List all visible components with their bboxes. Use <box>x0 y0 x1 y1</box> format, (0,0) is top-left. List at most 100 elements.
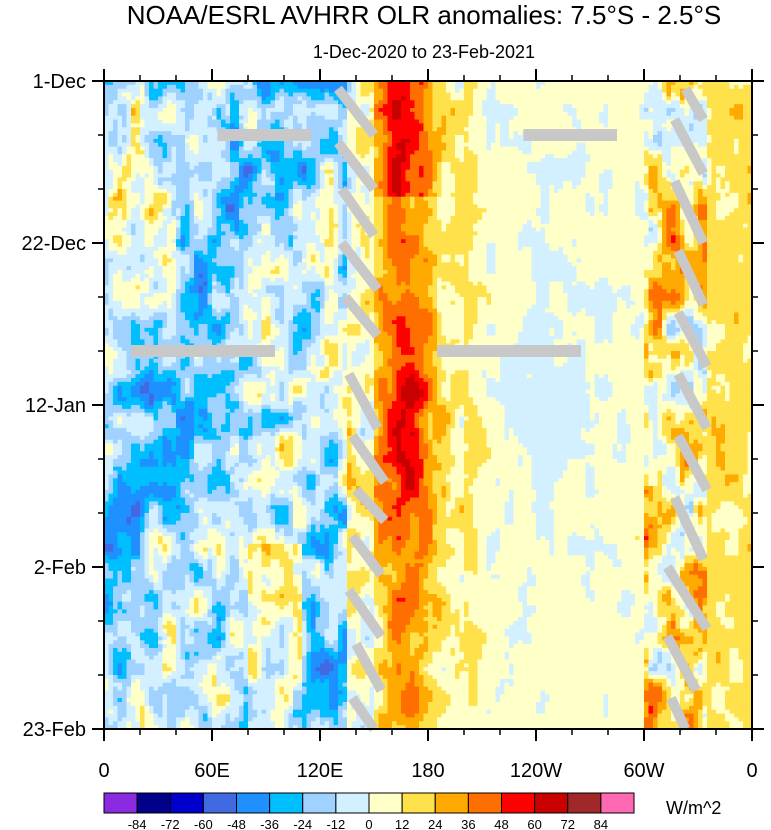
heatmap-cell <box>145 100 150 104</box>
heatmap-cell <box>559 120 564 124</box>
heatmap-cell <box>311 112 316 116</box>
heatmap-cell <box>181 123 186 127</box>
heatmap-cell <box>509 104 514 108</box>
heatmap-cell <box>469 116 474 120</box>
heatmap-cell <box>289 108 294 112</box>
heatmap-cell <box>469 100 474 104</box>
heatmap-cell <box>743 108 748 112</box>
heatmap-cell <box>122 131 127 135</box>
heatmap-cell <box>649 100 654 104</box>
heatmap-cell <box>676 96 681 100</box>
heatmap-cell <box>235 112 240 116</box>
heatmap-cell <box>217 108 222 112</box>
heatmap-cell <box>199 123 204 127</box>
heatmap-cell <box>109 89 114 93</box>
heatmap-cell <box>167 96 172 100</box>
heatmap-cell <box>172 96 177 100</box>
heatmap-cell <box>248 104 253 108</box>
heatmap-cell <box>730 89 735 93</box>
heatmap-cell <box>743 127 748 131</box>
heatmap-cell <box>689 112 694 116</box>
heatmap-cell <box>496 127 501 131</box>
heatmap-cell <box>374 104 379 108</box>
heatmap-cell <box>275 116 280 120</box>
heatmap-cell <box>199 127 204 131</box>
heatmap-cell <box>662 100 667 104</box>
heatmap-cell <box>361 104 366 108</box>
heatmap-cell <box>136 131 141 135</box>
heatmap-cell <box>649 93 654 97</box>
heatmap-cell <box>136 93 141 97</box>
heatmap-cell <box>365 108 370 112</box>
heatmap-cell <box>586 116 591 120</box>
heatmap-cell <box>716 127 721 131</box>
heatmap-cell <box>563 93 568 97</box>
heatmap-cell <box>563 89 568 93</box>
heatmap-cell <box>149 127 154 131</box>
heatmap-cell <box>649 112 654 116</box>
heatmap-cell <box>527 89 532 93</box>
heatmap-cell <box>176 116 181 120</box>
heatmap-cell <box>226 96 231 100</box>
heatmap-cell <box>644 93 649 97</box>
heatmap-cell <box>509 85 514 89</box>
heatmap-cell <box>406 100 411 104</box>
heatmap-cell <box>244 112 249 116</box>
heatmap-cell <box>248 112 253 116</box>
heatmap-cell <box>199 108 204 112</box>
heatmap-cell <box>523 93 528 97</box>
heatmap-cell <box>167 100 172 104</box>
heatmap-cell <box>136 89 141 93</box>
heatmap-cell <box>550 120 555 124</box>
heatmap-cell <box>586 89 591 93</box>
heatmap-cell <box>298 116 303 120</box>
heatmap-cell <box>649 127 654 131</box>
heatmap-cell <box>428 116 433 120</box>
heatmap-cell <box>608 100 613 104</box>
heatmap-cell <box>617 120 622 124</box>
heatmap-cell <box>334 104 339 108</box>
heatmap-cell <box>424 112 429 116</box>
heatmap-cell <box>563 112 568 116</box>
heatmap-cell <box>500 85 505 89</box>
heatmap-cell <box>388 123 393 127</box>
heatmap-cell <box>253 96 258 100</box>
heatmap-cell <box>302 120 307 124</box>
heatmap-cell <box>316 108 321 112</box>
heatmap-cell <box>113 93 118 97</box>
heatmap-cell <box>694 127 699 131</box>
heatmap-cell <box>280 89 285 93</box>
heatmap-cell <box>487 96 492 100</box>
heatmap-cell <box>460 123 465 127</box>
heatmap-cell <box>248 120 253 124</box>
heatmap-cell <box>550 100 555 104</box>
heatmap-cell <box>302 93 307 97</box>
heatmap-cell <box>649 123 654 127</box>
heatmap-cell <box>194 108 199 112</box>
heatmap-cell <box>617 112 622 116</box>
heatmap-cell <box>473 93 478 97</box>
heatmap-cell <box>721 100 726 104</box>
heatmap-cell <box>577 112 582 116</box>
heatmap-cell <box>221 112 226 116</box>
heatmap-cell <box>379 108 384 112</box>
heatmap-cell <box>266 93 271 97</box>
heatmap-cell <box>334 112 339 116</box>
heatmap-cell <box>707 85 712 89</box>
heatmap-cell <box>523 100 528 104</box>
heatmap-cell <box>383 93 388 97</box>
heatmap-cell <box>419 85 424 89</box>
heatmap-cell <box>685 123 690 127</box>
heatmap-cell <box>415 104 420 108</box>
heatmap-cell <box>586 120 591 124</box>
heatmap-cell <box>316 85 321 89</box>
heatmap-cell <box>433 116 438 120</box>
heatmap-cell <box>469 89 474 93</box>
heatmap-cell <box>244 89 249 93</box>
heatmap-cell <box>707 100 712 104</box>
heatmap-cell <box>230 100 235 104</box>
heatmap-cell <box>428 127 433 131</box>
heatmap-cell <box>172 104 177 108</box>
heatmap-cell <box>667 104 672 108</box>
heatmap-cell <box>212 93 217 97</box>
